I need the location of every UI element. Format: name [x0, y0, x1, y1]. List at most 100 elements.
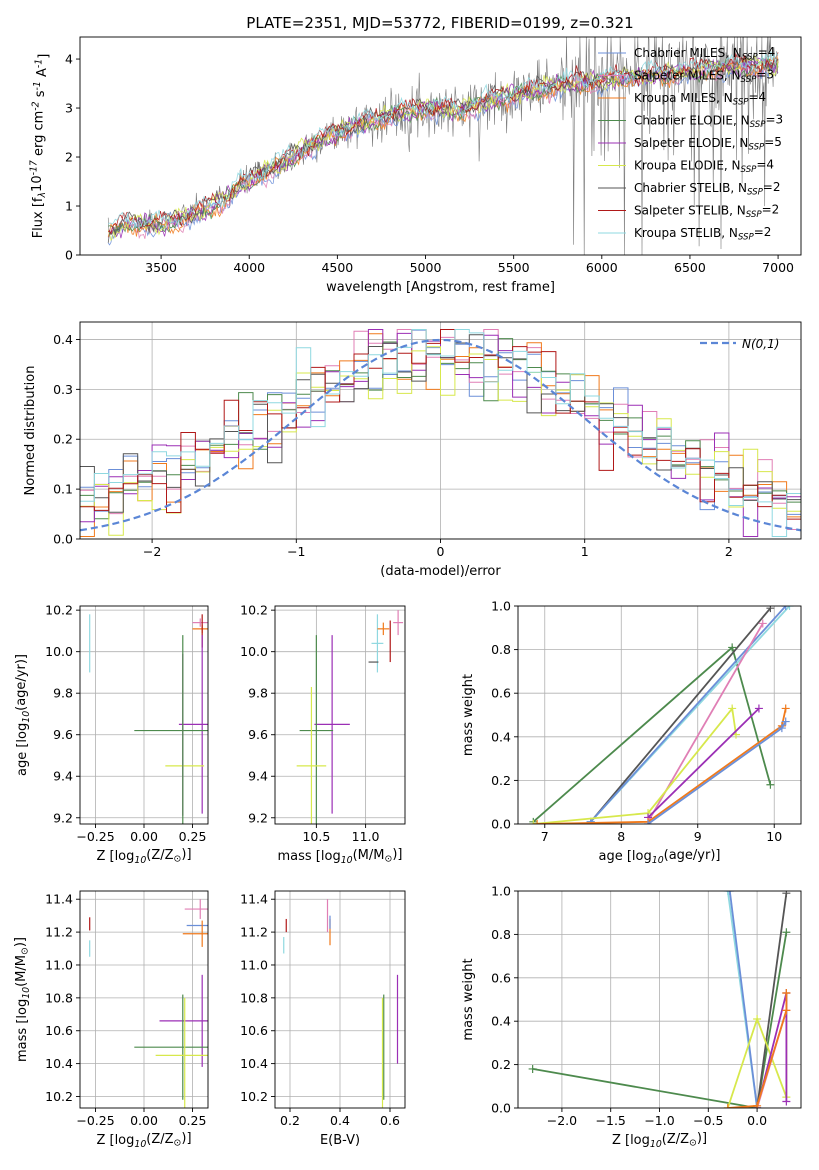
x-axis-label: Z [log10​(Z/Z⊙​)] [96, 1131, 191, 1150]
plot-area-7 [518, 891, 801, 1108]
panel-0: 3500 4000 4500 5000 5500 6000 6500 7000 0 1 2 3 4 wav… [29, 14, 802, 295]
weight-marker [723, 891, 732, 895]
y-axis-label: age [log10​(age/yr)] [14, 654, 32, 776]
legend-label: Chabrier MILES, NSSP​=4 [634, 45, 775, 63]
weight-marker [528, 1064, 537, 1073]
weight-marker [758, 619, 767, 628]
weight-marker [781, 606, 790, 610]
y-tick-label: 10.2 [240, 603, 268, 618]
legend-label: Salpeter STELIB, NSSP​=2 [634, 202, 779, 220]
x-axis-label: mass [log10​(M/M⊙​)] [278, 847, 403, 866]
y-tick-label: 0.0 [491, 817, 511, 832]
y-tick-label: 11.0 [45, 957, 73, 972]
x-tick-label: 0.25 [179, 1113, 207, 1128]
x-tick-label: 4500 [321, 260, 353, 275]
y-tick-label: 0.0 [491, 1101, 511, 1116]
y-tick-label: 11.2 [240, 925, 268, 940]
panel-4: 7 8 9 10 0.0 0.2 0.4 0.6 0.8 1.0 age [log10​(age/y… [461, 599, 802, 866]
y-tick-label: 0.2 [491, 773, 511, 788]
y-tick-label: 4 [65, 52, 73, 67]
weight-marker [533, 820, 542, 824]
x-tick-label: 5000 [410, 260, 442, 275]
panel-2: −0.25 0.00 0.25 9.2 9.4 9.6 9.8 10.0 10.2 Z [log1… [14, 603, 209, 866]
x-tick-label: −1.0 [644, 1113, 674, 1128]
weight-line [590, 607, 772, 823]
weight-marker [777, 724, 786, 733]
y-tick-label: 0.6 [491, 686, 511, 701]
axes-frame [79, 890, 209, 1109]
model-line [107, 51, 779, 229]
legend-label: Salpeter MILES, NSSP​=3 [634, 67, 774, 85]
x-tick-label: 1 [581, 544, 589, 559]
y-tick-label: 10.8 [240, 990, 268, 1005]
histogram-series [80, 329, 801, 539]
y-tick-label: 9.8 [248, 686, 268, 701]
plot-area-2 [80, 606, 208, 824]
y-tick-label: 9.6 [248, 727, 268, 742]
weight-marker [782, 1006, 791, 1015]
x-axis-label: age [log10​(age/yr)] [599, 848, 721, 866]
y-tick-label: 10.0 [45, 644, 73, 659]
chart-title: PLATE=2351, MJD=53772, FIBERID=0199, z=0… [246, 14, 633, 32]
y-tick-label: 10.2 [45, 1089, 73, 1104]
x-tick-label: 0.4 [330, 1113, 350, 1128]
weight-line [647, 707, 760, 819]
y-tick-label: 9.2 [248, 810, 268, 825]
y-tick-label: 0.2 [491, 1057, 511, 1072]
y-tick-label: 0.4 [491, 1014, 511, 1029]
x-tick-label: 11.0 [352, 829, 380, 844]
y-tick-label: 0.8 [491, 642, 511, 657]
y-tick-label: 10.4 [240, 1056, 268, 1071]
y-tick-label: 0.1 [53, 482, 73, 497]
weight-marker [529, 820, 538, 824]
y-tick-label: 10.0 [240, 644, 268, 659]
x-tick-label: 6000 [586, 260, 618, 275]
panel-6: 0.2 0.4 0.6 10.2 10.4 10.6 10.8 11.0 11.2 11.4 E(B… [240, 890, 406, 1148]
panel-3: 10.5 11.0 9.2 9.4 9.6 9.8 10.0 10.2 mass [log10​… [240, 603, 406, 866]
y-tick-label: 11.4 [45, 892, 73, 907]
legend-label: N(0,1) [742, 337, 779, 351]
plot-area-5 [80, 891, 208, 1108]
weight-marker [782, 1097, 791, 1106]
weight-marker [723, 1104, 732, 1108]
x-axis-label: Z [log10​(Z/Z⊙​)] [612, 1131, 707, 1150]
x-tick-label: −0.5 [693, 1113, 723, 1128]
x-axis-label: wavelength [Angstrom, rest frame] [326, 280, 555, 295]
weight-marker [782, 891, 791, 898]
y-tick-label: 1.0 [491, 884, 511, 899]
x-tick-label: 5500 [498, 260, 530, 275]
x-tick-label: 7 [541, 829, 549, 844]
weight-marker [782, 988, 791, 997]
x-tick-label: 8 [617, 829, 625, 844]
model-line [107, 54, 779, 237]
y-tick-label: 0.4 [491, 729, 511, 744]
x-axis-label: E(B-V) [320, 1133, 360, 1148]
y-tick-label: 10.6 [45, 1023, 73, 1038]
legend-label: Chabrier ELODIE, NSSP​=3 [634, 112, 783, 130]
weight-marker [766, 780, 775, 789]
plot-area-6 [275, 891, 405, 1108]
axes-frame [79, 605, 209, 825]
legend-label: Salpeter ELODIE, NSSP​=5 [634, 135, 782, 153]
y-tick-label: 0.8 [491, 927, 511, 942]
x-tick-label: 9 [694, 829, 702, 844]
x-tick-label: 4000 [233, 260, 265, 275]
x-tick-label: 0.25 [179, 829, 207, 844]
x-tick-label: −1.5 [596, 1113, 626, 1128]
weight-marker [782, 928, 791, 937]
axes-frame [79, 321, 802, 540]
weight-line [728, 891, 758, 1108]
x-tick-label: 2 [725, 544, 733, 559]
x-tick-label: 10 [766, 829, 782, 844]
y-tick-label: 9.2 [53, 810, 73, 825]
x-tick-label: −0.25 [76, 1113, 114, 1128]
y-tick-label: 10.6 [240, 1023, 268, 1038]
weight-marker [781, 717, 790, 726]
y-tick-label: 0.0 [53, 532, 73, 547]
weight-line [532, 932, 788, 1108]
y-tick-label: 2 [65, 150, 73, 165]
x-tick-label: 0 [437, 544, 445, 559]
legend-label: Chabrier STELIB, NSSP​=2 [634, 180, 781, 198]
y-tick-label: 10.2 [45, 603, 73, 618]
